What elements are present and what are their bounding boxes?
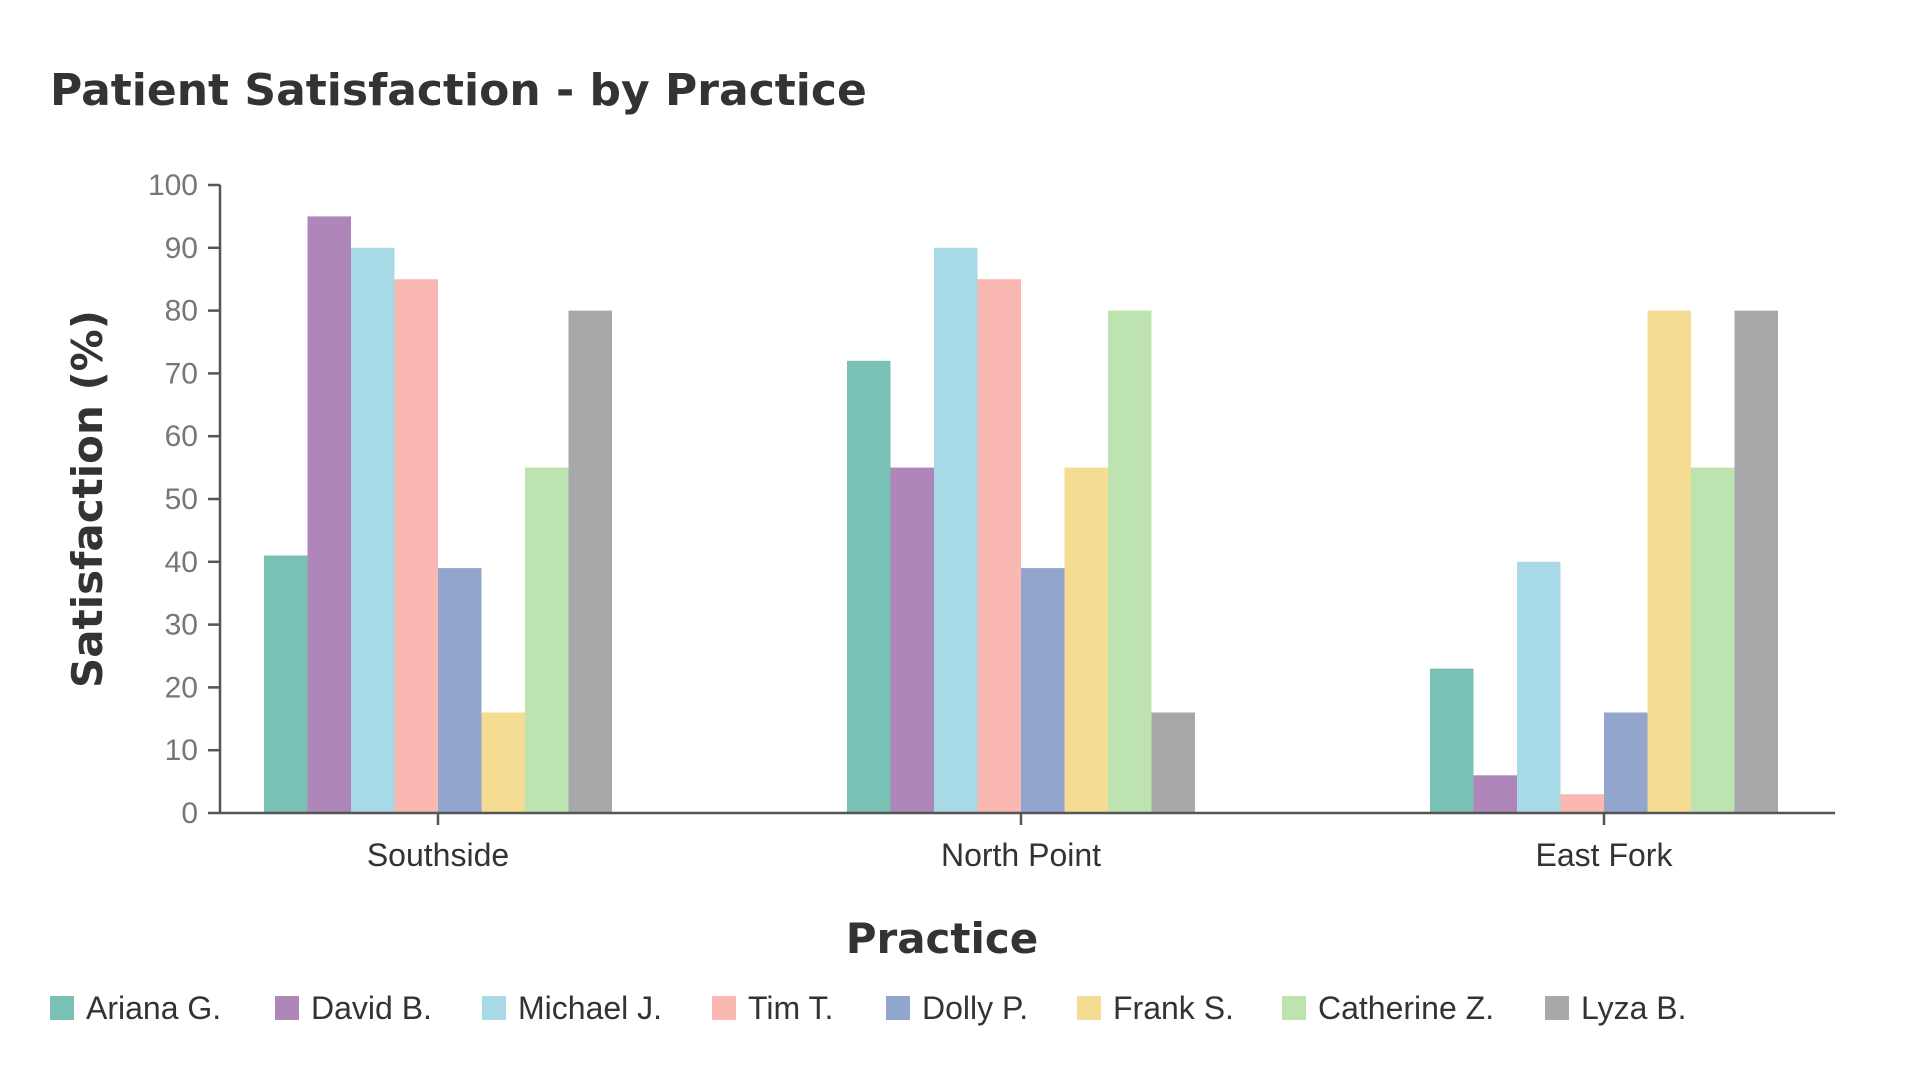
legend-item[interactable]: Lyza B.	[1545, 990, 1687, 1026]
bar-southside-ariana-g[interactable]	[264, 555, 308, 814]
y-axis: 0 10 20 30 40 50 60 70 80 90 100	[148, 169, 222, 830]
bar-southside-frank-s[interactable]	[481, 712, 526, 814]
bar-north-point-dolly-p[interactable]	[1021, 568, 1065, 813]
legend-item[interactable]: David B.	[275, 990, 432, 1026]
legend[interactable]: Ariana G. David B. Michael J. Tim T. Dolly P…	[50, 990, 1687, 1026]
legend-label: Ariana G.	[86, 990, 221, 1026]
y-tick-label: 70	[165, 357, 198, 390]
y-tick-label: 90	[165, 232, 198, 265]
bar-southside-tim-t[interactable]	[394, 279, 439, 813]
bar-southside-david-b[interactable]	[307, 216, 352, 813]
legend-swatch	[482, 996, 506, 1020]
legend-label: Lyza B.	[1581, 990, 1687, 1026]
x-tick-label: East Fork	[1536, 837, 1674, 873]
y-tick-label: 30	[165, 609, 198, 642]
bar-southside-lyza-b[interactable]	[568, 310, 613, 813]
legend-swatch	[1545, 996, 1569, 1020]
legend-swatch	[275, 996, 299, 1020]
y-tick-label: 50	[165, 483, 198, 516]
y-tick-label: 0	[181, 797, 198, 830]
bar-east-fork-lyza-b[interactable]	[1734, 310, 1779, 813]
legend-item[interactable]: Tim T.	[712, 990, 833, 1026]
y-tick-label: 60	[165, 420, 198, 453]
bar-north-point-frank-s[interactable]	[1064, 467, 1109, 813]
legend-label: Frank S.	[1113, 990, 1234, 1026]
bar-east-fork-ariana-g[interactable]	[1430, 668, 1474, 813]
legend-swatch	[712, 996, 736, 1020]
y-tick-label: 20	[165, 671, 198, 704]
legend-swatch	[1077, 996, 1101, 1020]
y-tick-label: 10	[165, 734, 198, 767]
y-tick-label: 80	[165, 295, 198, 328]
bar-east-fork-tim-t[interactable]	[1560, 794, 1605, 813]
bar-east-fork-michael-j[interactable]	[1517, 561, 1561, 813]
legend-label: Michael J.	[518, 990, 662, 1026]
legend-item[interactable]: Dolly P.	[886, 990, 1028, 1026]
legend-label: Tim T.	[748, 990, 833, 1026]
legend-label: David B.	[311, 990, 432, 1026]
bar-east-fork-frank-s[interactable]	[1647, 310, 1692, 813]
x-tick-label: Southside	[367, 837, 509, 873]
bar-east-fork-david-b[interactable]	[1473, 775, 1518, 813]
legend-label: Catherine Z.	[1318, 990, 1494, 1026]
bar-southside-michael-j[interactable]	[351, 247, 395, 814]
legend-label: Dolly P.	[922, 990, 1028, 1026]
bar-east-fork-catherine-z[interactable]	[1691, 467, 1735, 813]
y-tick-label: 40	[165, 546, 198, 579]
legend-swatch	[1282, 996, 1306, 1020]
y-tick-label: 100	[148, 169, 198, 202]
x-tick-label: North Point	[941, 837, 1101, 873]
x-axis: Southside North Point East Fork	[220, 811, 1835, 873]
bar-north-point-michael-j[interactable]	[934, 247, 978, 814]
bar-east-fork-dolly-p[interactable]	[1604, 712, 1648, 814]
chart-title: Patient Satisfaction - by Practice	[50, 65, 867, 116]
bar-southside-dolly-p[interactable]	[438, 568, 482, 813]
x-axis-title: Practice	[846, 914, 1039, 963]
bar-north-point-david-b[interactable]	[890, 467, 935, 813]
bar-southside-catherine-z[interactable]	[525, 467, 569, 813]
legend-swatch	[50, 996, 74, 1020]
legend-swatch	[886, 996, 910, 1020]
bar-north-point-tim-t[interactable]	[977, 279, 1022, 813]
legend-item[interactable]: Michael J.	[482, 990, 662, 1026]
bar-north-point-catherine-z[interactable]	[1108, 310, 1152, 813]
bar-north-point-ariana-g[interactable]	[847, 360, 891, 813]
legend-item[interactable]: Frank S.	[1077, 990, 1234, 1026]
bars-group	[264, 216, 1779, 814]
bar-north-point-lyza-b[interactable]	[1151, 712, 1196, 814]
legend-item[interactable]: Catherine Z.	[1282, 990, 1494, 1026]
y-axis-title: Satisfaction (%)	[63, 310, 112, 688]
legend-item[interactable]: Ariana G.	[50, 990, 221, 1026]
